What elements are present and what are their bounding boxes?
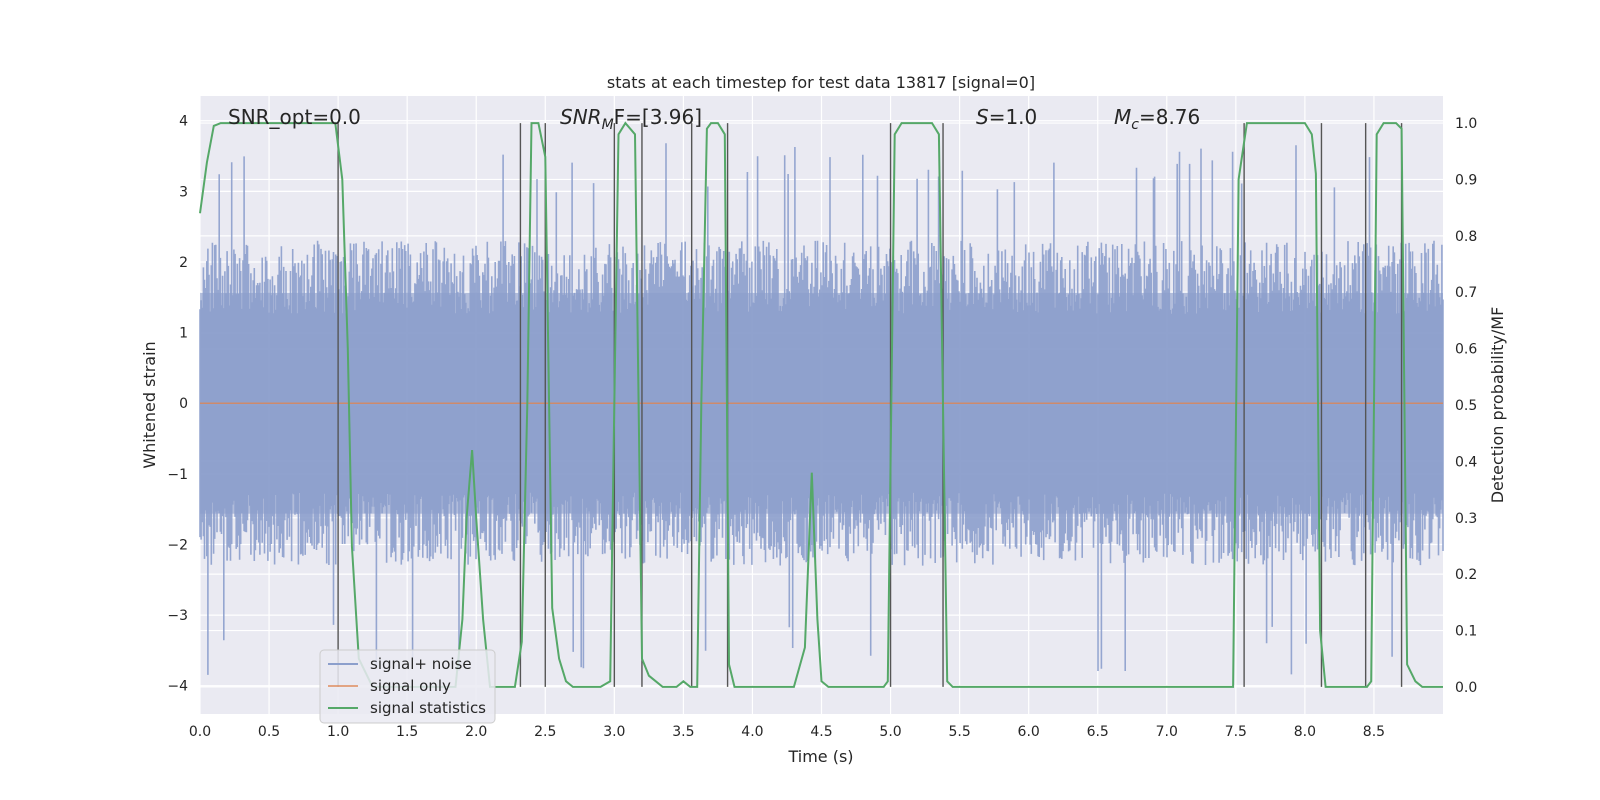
y2-tick-label: 0.5: [1455, 398, 1477, 414]
snr-mf-name: SNR: [560, 105, 602, 129]
y-tick-label: 4: [179, 114, 188, 130]
annotation-mc: Mc=8.76: [1114, 105, 1200, 133]
x-tick-label: 8.5: [1363, 724, 1385, 740]
y-tick-label: 3: [179, 184, 188, 200]
legend-label-noise: signal+ noise: [370, 655, 472, 673]
legend-label-signal: signal only: [370, 677, 451, 695]
y-tick-label: −2: [167, 537, 188, 553]
y-tick-label: 0: [179, 396, 188, 412]
y2-tick-label: 0.8: [1455, 229, 1477, 245]
snr-mf-rest: F=[3.96]: [614, 105, 702, 129]
y2-tick-label: 1.0: [1455, 116, 1477, 132]
axis-ticks: 0.0 0.5 1.0 1.5 2.0 2.5 3.0 3.5 4.0 4.5 5.0 5.5 6.0 6…: [167, 114, 1477, 740]
y2-tick-label: 0.6: [1455, 342, 1477, 358]
annotation-snr-mf: SNRMF=[3.96]: [560, 105, 702, 133]
x-tick-label: 1.5: [396, 724, 418, 740]
x-tick-label: 2.5: [534, 724, 556, 740]
x-tick-label: 6.0: [1018, 724, 1040, 740]
s-value: =1.0: [989, 105, 1038, 129]
mc-name: M: [1114, 105, 1131, 129]
annotation-snr-opt: SNR_opt=0.0: [228, 105, 361, 129]
y-axis-label: Whitened strain: [140, 341, 159, 468]
y-tick-label: −1: [167, 467, 188, 483]
x-tick-label: 1.0: [327, 724, 349, 740]
y2-tick-label: 0.2: [1455, 567, 1477, 583]
chart-title: stats at each timestep for test data 138…: [607, 73, 1035, 92]
s-name: S: [976, 105, 989, 129]
x-tick-label: 7.5: [1225, 724, 1247, 740]
legend-label-stats: signal statistics: [370, 699, 486, 717]
y2-tick-label: 0.4: [1455, 454, 1477, 470]
y-tick-label: −4: [167, 679, 188, 695]
x-tick-label: 6.5: [1087, 724, 1109, 740]
y2-tick-label: 0.9: [1455, 172, 1477, 188]
y-tick-label: 2: [179, 255, 188, 271]
x-axis-label: Time (s): [787, 747, 853, 766]
statistics-line: [199, 121, 1443, 688]
y2-axis-label: Detection probability/MF: [1488, 307, 1507, 504]
x-tick-label: 3.5: [672, 724, 694, 740]
x-tick-label: 0.0: [189, 724, 211, 740]
snr-mf-sub: M: [602, 117, 614, 133]
mc-sub: c: [1131, 117, 1139, 133]
y-tick-label: 1: [179, 326, 188, 342]
x-tick-label: 7.0: [1156, 724, 1178, 740]
x-tick-label: 4.0: [741, 724, 763, 740]
annotation-s: S=1.0: [976, 105, 1037, 129]
x-tick-label: 3.0: [603, 724, 625, 740]
y2-tick-label: 0.7: [1455, 285, 1477, 301]
y2-tick-label: 0.1: [1455, 624, 1477, 640]
y2-tick-label: 0.0: [1455, 680, 1477, 696]
x-tick-label: 4.5: [810, 724, 832, 740]
x-tick-label: 2.0: [465, 724, 487, 740]
y2-tick-label: 0.3: [1455, 511, 1477, 527]
x-tick-label: 0.5: [258, 724, 280, 740]
x-tick-label: 5.0: [879, 724, 901, 740]
legend: signal+ noise signal only signal statist…: [319, 649, 496, 724]
x-tick-label: 5.5: [948, 724, 970, 740]
x-tick-label: 8.0: [1294, 724, 1316, 740]
legend-box: [319, 649, 496, 724]
y-tick-label: −3: [167, 608, 188, 624]
mc-value: =8.76: [1139, 105, 1200, 129]
signal-statistics-series: [199, 121, 1443, 688]
